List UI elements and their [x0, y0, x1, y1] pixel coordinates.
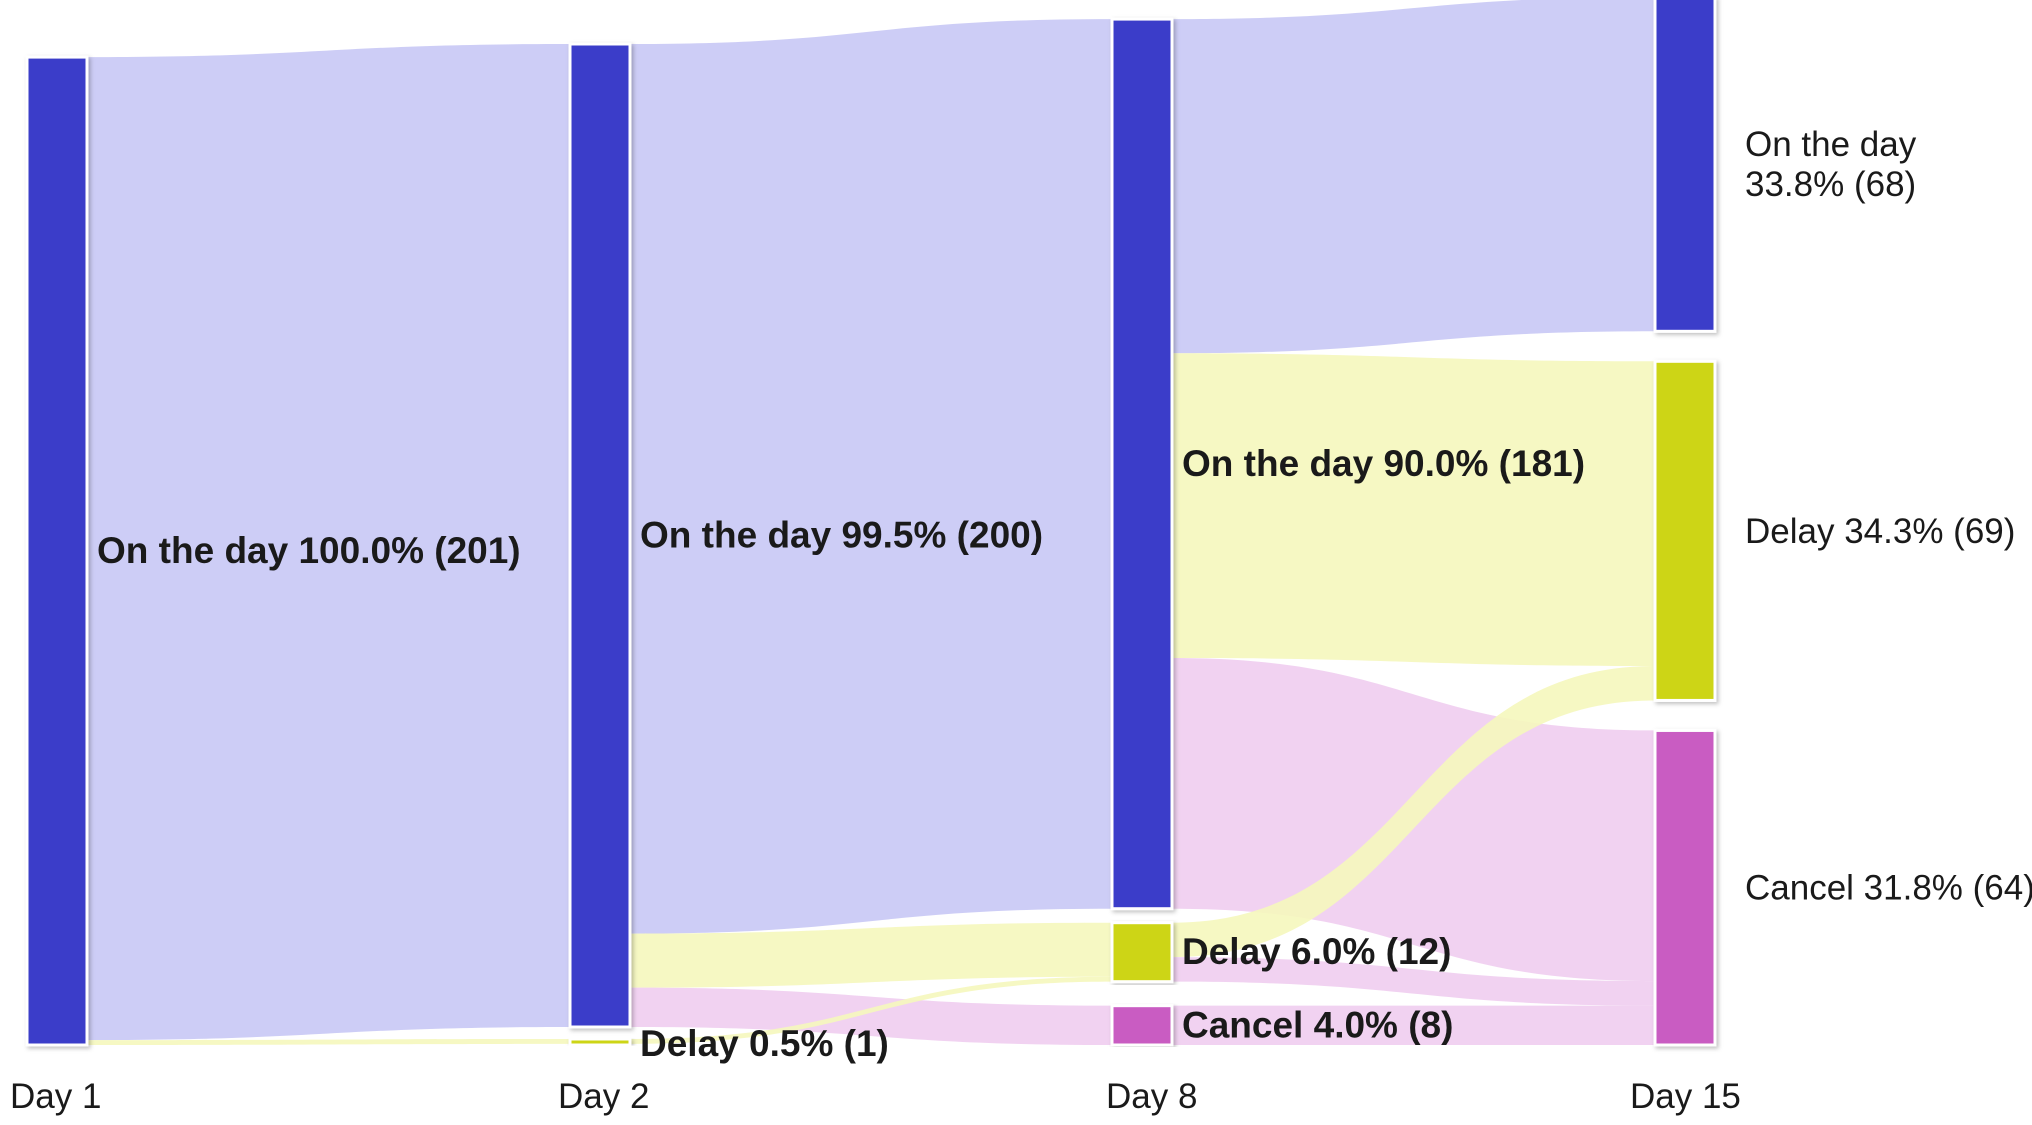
sankey-node-d2_on — [568, 42, 632, 1029]
sankey-link-d1_on-to-d2_on — [87, 44, 570, 1041]
stage-label-day-1: Day 1 — [10, 1077, 101, 1116]
node-label-d8_cancel: Cancel 4.0% (8) — [1182, 1004, 1453, 1045]
node-label-line: 33.8% (68) — [1745, 165, 1916, 204]
node-label-d1_on: On the day 100.0% (201) — [97, 530, 521, 571]
sankey-node-d8_delay — [1110, 921, 1174, 984]
sankey-link-d2_on-to-d8_delay — [630, 922, 1112, 988]
node-label-line: Cancel 4.0% (8) — [1182, 1004, 1453, 1045]
sankey-link-d2_delay-to-d8_delay — [630, 976, 1112, 1044]
node-label-line: On the day 99.5% (200) — [640, 515, 1043, 556]
sankey-link-d2_on-to-d8_cancel — [630, 987, 1112, 1045]
sankey-stage-labels: Day 1 Day 2 Day 8 Day 15 — [10, 1077, 1741, 1116]
node-label-line: On the day 100.0% (201) — [97, 530, 521, 571]
sankey-link-d1_on-to-d2_delay — [87, 1039, 570, 1045]
sankey-node-d2_delay — [568, 1037, 632, 1047]
node-label-d2_delay: Delay 0.5% (1) — [640, 1023, 889, 1064]
sankey-node-d15_cancel — [1653, 728, 1717, 1047]
stage-label-day-2: Day 2 — [558, 1077, 649, 1116]
sankey-node-d8_on — [1110, 17, 1174, 911]
node-label-line: On the day — [1745, 125, 1917, 164]
node-label-line: Delay 6.0% (12) — [1182, 931, 1451, 972]
node-label-d8_on: On the day 90.0% (181) — [1182, 443, 1585, 484]
stage-label-day-8: Day 8 — [1106, 1077, 1197, 1116]
sankey-link-d2_on-to-d8_on — [630, 19, 1112, 934]
node-label-line: Cancel 31.8% (64) — [1745, 869, 2032, 908]
node-label-line: On the day 90.0% (181) — [1182, 443, 1585, 484]
sankey-link-d8_on-to-d15_on — [1172, 0, 1655, 354]
stage-label-day-15: Day 15 — [1630, 1077, 1741, 1116]
sankey-node-labels: On the day 100.0% (201) On the day 99.5% … — [97, 125, 2032, 1064]
node-label-d15_on: On the day 33.8% (68) — [1745, 125, 1917, 204]
sankey-node-d1_on — [25, 55, 89, 1047]
sankey-link-d8_on-to-d15_delay — [1172, 353, 1655, 667]
node-label-d8_delay: Delay 6.0% (12) — [1182, 931, 1451, 972]
sankey-link-d8_delay-to-d15_cancel — [1172, 957, 1655, 1006]
sankey-node-d8_cancel — [1110, 1004, 1174, 1047]
sankey-nodes — [25, 0, 1717, 1047]
node-label-d15_delay: Delay 34.3% (69) — [1745, 512, 2015, 551]
node-label-line: Delay 0.5% (1) — [640, 1023, 889, 1064]
node-label-line: Delay 34.3% (69) — [1745, 512, 2015, 551]
node-label-d15_cancel: Cancel 31.8% (64) — [1745, 869, 2032, 908]
sankey-node-d15_delay — [1653, 359, 1717, 702]
sankey-link-d8_cancel-to-d15_cancel — [1172, 1005, 1655, 1045]
node-label-d2_on: On the day 99.5% (200) — [640, 515, 1043, 556]
sankey-links — [87, 0, 1655, 1045]
sankey-node-d15_on — [1653, 0, 1717, 333]
sankey-link-d8_delay-to-d15_delay — [1172, 666, 1655, 958]
